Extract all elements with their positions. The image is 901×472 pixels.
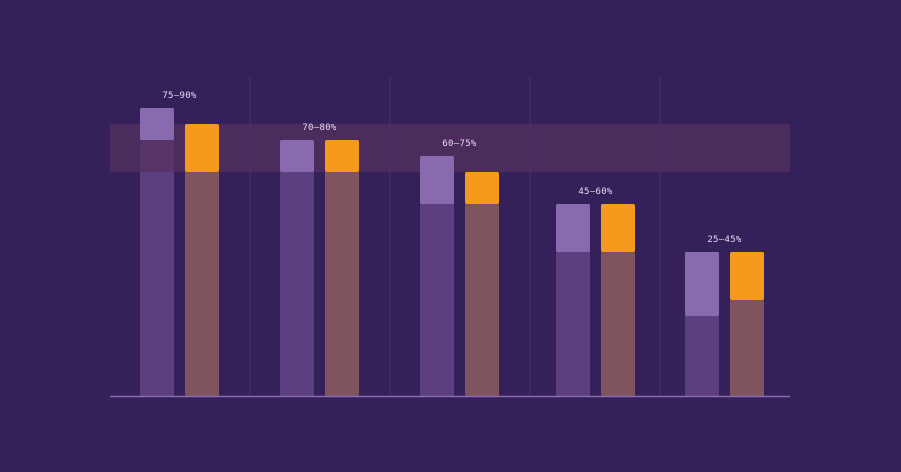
bar-base (465, 204, 499, 396)
bar-base (280, 172, 314, 396)
bar-cap (730, 252, 764, 300)
bar-base (185, 172, 219, 396)
group-label: 70–80% (302, 123, 337, 133)
bar-cap (685, 252, 719, 316)
bar-base (556, 252, 590, 396)
bar-base (325, 172, 359, 396)
group-label: 45–60% (578, 187, 613, 197)
group-label: 75–90% (162, 91, 197, 101)
bar-base (730, 300, 764, 396)
bar-cap (420, 156, 454, 204)
bar-base (601, 252, 635, 396)
bar-base (420, 204, 454, 396)
bar-cap (140, 108, 174, 140)
bar-cap (465, 172, 499, 204)
bar-base (140, 140, 174, 396)
bar-cap (280, 140, 314, 172)
bar-cap (556, 204, 590, 252)
bar-base (685, 316, 719, 396)
bar-cap (185, 124, 219, 172)
bar-cap (325, 140, 359, 172)
group-label: 25–45% (707, 235, 742, 245)
group-label: 60–75% (442, 139, 477, 149)
bar-cap (601, 204, 635, 252)
